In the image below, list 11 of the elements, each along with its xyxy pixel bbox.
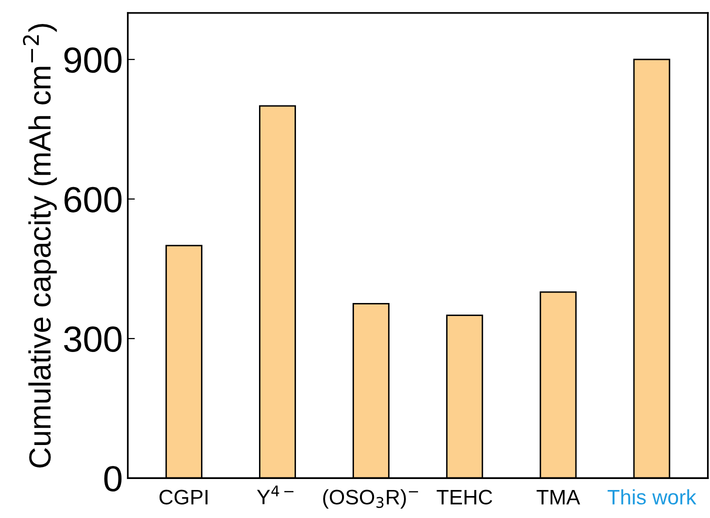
y-tick-label: 900 [64, 47, 122, 73]
y-tick-label: 300 [64, 326, 122, 352]
x-tick-label: Y$^{4−}$ [257, 486, 294, 504]
x-tick-label: TMA [536, 490, 580, 504]
x-tick-label: This work [608, 489, 696, 505]
y-tick-label: 600 [64, 186, 122, 212]
y-axis-title: Cumulative capacity (mAh cm$^{−2}$) [22, 24, 57, 468]
x-tick-label: (OSO$_{3}$R)$^{−}$ [323, 489, 418, 509]
x-tick-label: TEHC [436, 490, 492, 505]
x-tick-label: CGPI [160, 490, 208, 505]
y-tick-label: 0 [104, 466, 122, 492]
